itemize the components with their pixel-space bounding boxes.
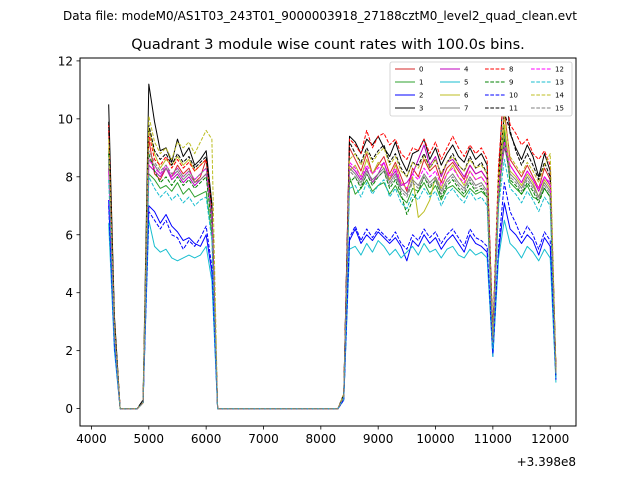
y-axis: 0 2 4 6 8 10 12 bbox=[58, 54, 80, 416]
legend-label-15: 15 bbox=[555, 105, 564, 113]
x-tick-label: 9000 bbox=[363, 432, 394, 446]
legend-label-11: 11 bbox=[509, 105, 518, 113]
legend-box bbox=[389, 61, 573, 117]
legend-label-10: 10 bbox=[509, 92, 518, 100]
y-tick-label: 12 bbox=[58, 54, 73, 68]
legend-label-13: 13 bbox=[555, 79, 564, 87]
x-axis: 4000 5000 6000 7000 8000 9000 10000 11000 12000 bbox=[76, 426, 569, 446]
legend-label-4: 4 bbox=[464, 66, 469, 74]
y-tick-label: 6 bbox=[65, 228, 73, 242]
x-tick-label: 11000 bbox=[474, 432, 512, 446]
legend-label-2: 2 bbox=[419, 92, 423, 100]
x-tick-label: 4000 bbox=[76, 432, 107, 446]
series-line-15 bbox=[108, 144, 557, 410]
x-tick-label: 8000 bbox=[306, 432, 337, 446]
legend-label-6: 6 bbox=[464, 92, 469, 100]
x-axis-offset-label: +3.398e8 bbox=[517, 455, 576, 469]
figure-suptitle: Data file: modeM0/AS1T03_243T01_90000039… bbox=[63, 9, 577, 23]
legend-label-9: 9 bbox=[509, 79, 513, 87]
y-tick-label: 10 bbox=[58, 112, 73, 126]
legend-label-12: 12 bbox=[555, 66, 564, 74]
series-line-13 bbox=[108, 158, 557, 410]
x-tick-label: 7000 bbox=[248, 432, 279, 446]
x-tick-label: 5000 bbox=[134, 432, 165, 446]
legend-label-5: 5 bbox=[464, 79, 468, 87]
x-tick-label: 12000 bbox=[531, 432, 569, 446]
axes-frame bbox=[79, 57, 577, 427]
legend-label-14: 14 bbox=[555, 92, 564, 100]
legend-label-1: 1 bbox=[419, 79, 423, 87]
series-line-10 bbox=[108, 182, 557, 410]
y-tick-label: 0 bbox=[65, 402, 73, 416]
legend-label-7: 7 bbox=[464, 105, 468, 113]
legend-label-3: 3 bbox=[419, 105, 423, 113]
legend-label-0: 0 bbox=[419, 66, 423, 74]
plot-area bbox=[108, 71, 557, 410]
y-tick-label: 4 bbox=[65, 286, 73, 300]
y-tick-label: 2 bbox=[65, 344, 73, 358]
legend-label-8: 8 bbox=[509, 66, 513, 74]
x-tick-label: 6000 bbox=[191, 432, 222, 446]
y-tick-label: 8 bbox=[65, 170, 73, 184]
x-tick-label: 10000 bbox=[416, 432, 454, 446]
chart-title: Quadrant 3 module wise count rates with … bbox=[131, 37, 525, 53]
